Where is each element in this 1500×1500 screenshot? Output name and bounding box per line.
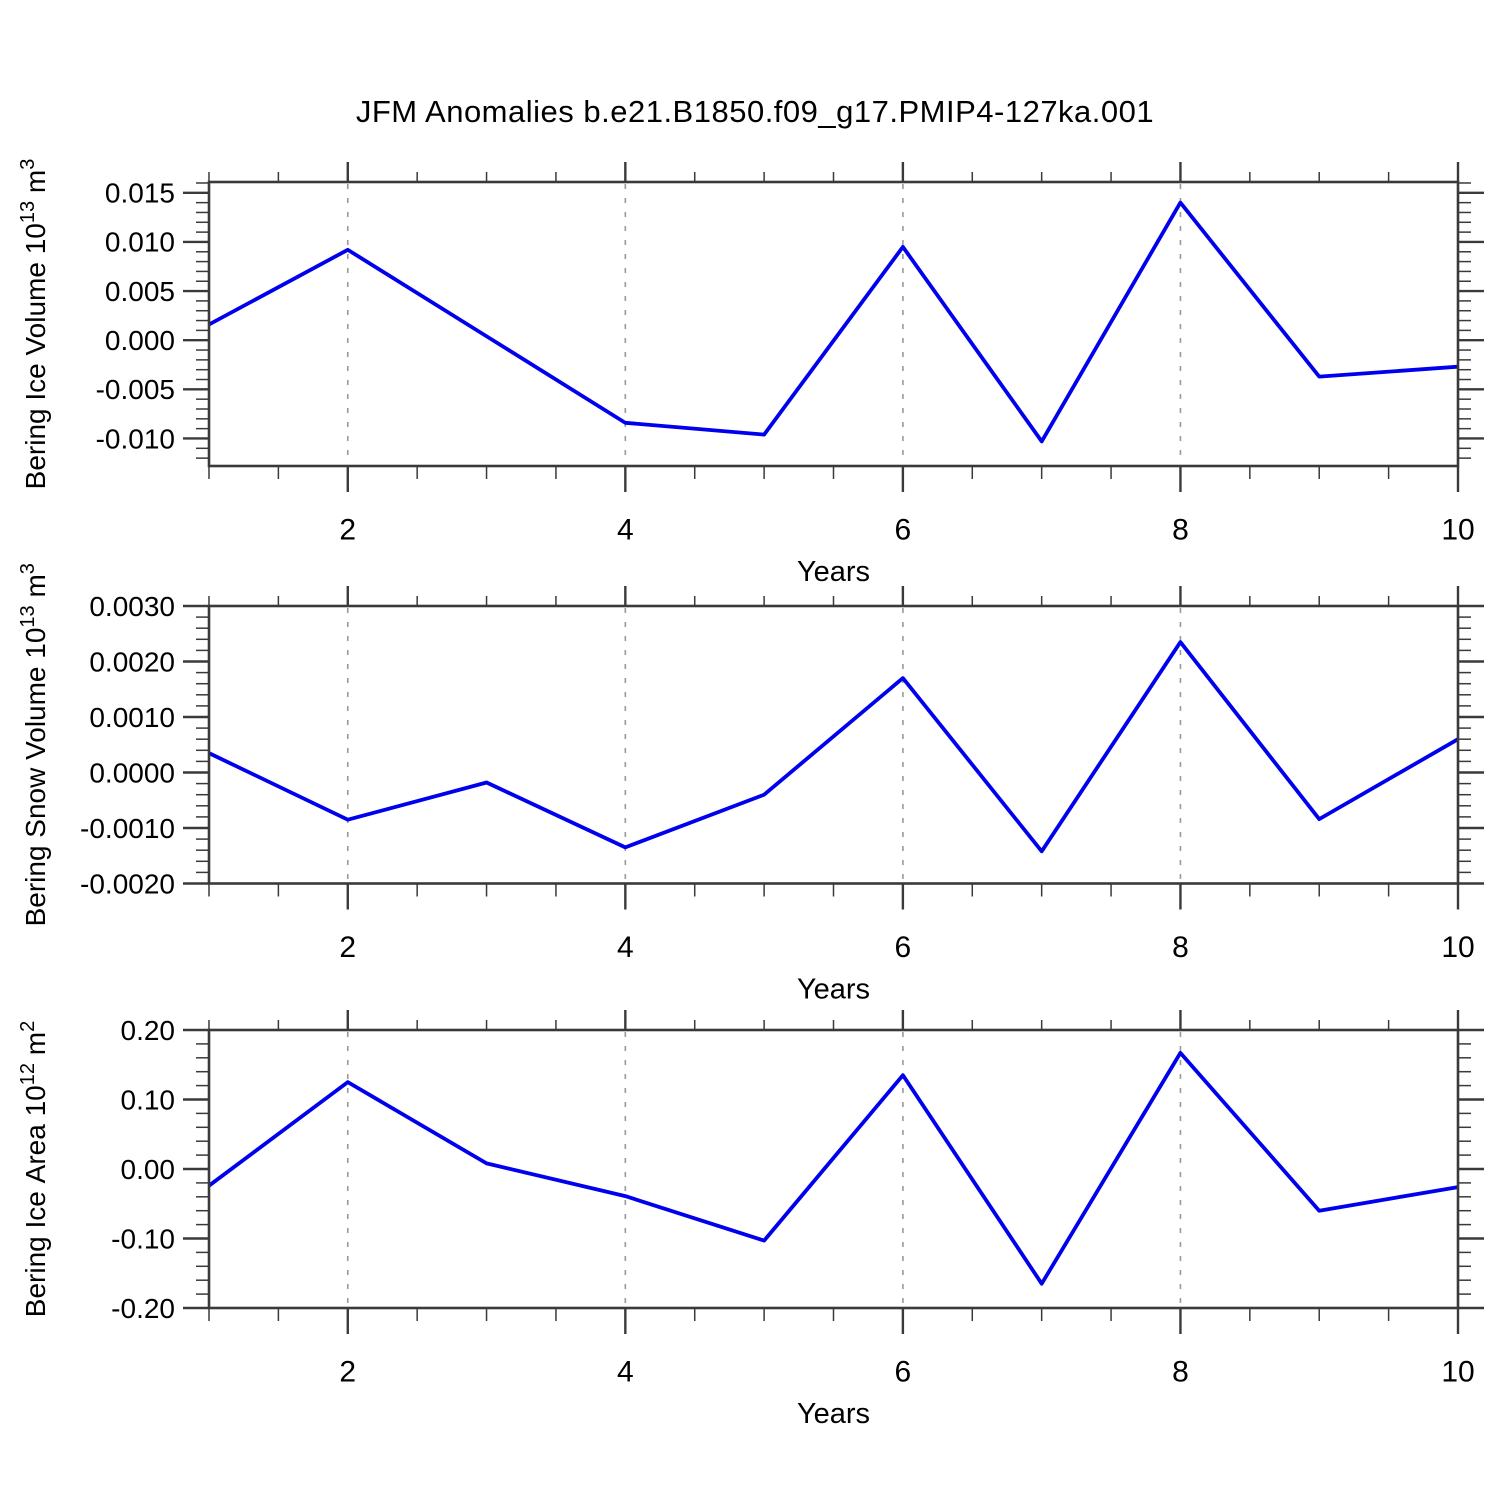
bering-ice-volume-ticks: 2 4 6 8 10 0.015 0.010 0.005 0.000 -0.005 -0.010 (96, 162, 1484, 547)
bering-snow-volume-plot-box (207, 604, 1460, 885)
bering-snow-volume-y-tick-label: -0.0010 (80, 813, 175, 844)
bering-ice-volume-x-axis-title: Years (797, 556, 870, 588)
bering-ice-volume-x-tick-label: 8 (1172, 514, 1189, 547)
bering-snow-volume-y-tick-label: 0.0010 (89, 702, 175, 733)
bering-snow-volume-ticks: 2 4 6 8 10 0.0030 0.0020 0.0010 0.0000 -0.0010 -0.… (80, 586, 1484, 964)
bering-ice-volume-y-tick-label: -0.005 (96, 374, 175, 405)
bering-ice-area-x-tick-label: 6 (895, 1356, 912, 1389)
bering-ice-volume-plot-box (207, 180, 1460, 468)
bering-ice-area-y-axis-title: Bering Ice Area 1012 m2 (17, 1021, 51, 1317)
bering-ice-volume-y-axis-title: Bering Ice Volume 1013 m3 (17, 159, 51, 490)
bering-ice-area-x-tick-label: 8 (1172, 1356, 1189, 1389)
bering-ice-volume-x-tick-label: 2 (339, 514, 356, 547)
bering-ice-area-x-tick-label: 10 (1441, 1356, 1474, 1389)
bering-snow-volume-y-tick-label: 0.0030 (89, 591, 175, 622)
bering-ice-volume-y-tick-label: 0.000 (105, 325, 175, 356)
bering-snow-volume-x-tick-label: 4 (617, 931, 634, 964)
bering-ice-volume-y-tick-label: -0.010 (96, 423, 175, 454)
bering-snow-volume-y-axis-title: Bering Snow Volume 1013 m3 (17, 563, 51, 926)
bering-ice-area-gridlines (346, 1032, 1182, 1306)
bering-ice-volume-gridlines (346, 184, 1182, 464)
bering-ice-volume-x-tick-label: 6 (895, 514, 912, 547)
bering-snow-volume-panel: Years Bering Snow Volume 1013 m3 (17, 563, 1460, 1006)
bering-ice-volume-x-tick-label: 4 (617, 514, 634, 547)
bering-snow-volume-x-tick-label: 8 (1172, 931, 1189, 964)
bering-snow-volume-x-tick-label: 6 (895, 931, 912, 964)
bering-ice-area-panel: Years Bering Ice Area 1012 m2 (17, 1021, 1460, 1430)
bering-ice-volume-panel: Years Bering Ice Volume 1013 m3 (17, 159, 1460, 588)
bering-ice-area-x-tick-label: 4 (617, 1356, 634, 1389)
bering-ice-area-y-tick-label: -0.10 (111, 1223, 175, 1254)
bering-snow-volume-gridlines (346, 608, 1182, 882)
bering-ice-volume-y-tick-label: 0.010 (105, 227, 175, 258)
bering-ice-area-y-tick-label: 0.10 (121, 1084, 176, 1115)
bering-ice-volume-x-tick-label: 10 (1441, 514, 1474, 547)
bering-ice-area-series-line (207, 1051, 1459, 1286)
bering-snow-volume-x-axis-title: Years (797, 974, 870, 1006)
bering-ice-volume-series-line (208, 200, 1459, 444)
bering-ice-area-x-axis-title: Years (797, 1398, 870, 1430)
bering-snow-volume-x-tick-label: 10 (1441, 931, 1474, 964)
bering-ice-area-ticks: 2 4 6 8 10 0.20 0.10 0.00 -0.10 -0.20 (111, 1010, 1484, 1389)
bering-snow-volume-series-line (208, 640, 1459, 854)
bering-ice-volume-y-tick-label: 0.005 (105, 276, 175, 307)
bering-ice-area-y-tick-label: -0.20 (111, 1293, 175, 1324)
bering-snow-volume-y-tick-label: -0.0020 (80, 868, 175, 899)
bering-ice-area-plot-box (207, 1028, 1460, 1310)
bering-ice-area-y-tick-label: 0.20 (121, 1015, 176, 1046)
bering-ice-volume-y-tick-label: 0.015 (105, 178, 175, 209)
bering-ice-area-x-tick-label: 2 (339, 1356, 356, 1389)
bering-snow-volume-x-tick-label: 2 (339, 931, 356, 964)
bering-snow-volume-y-tick-label: 0.0020 (89, 646, 175, 677)
bering-snow-volume-y-tick-label: 0.0000 (89, 757, 175, 788)
bering-ice-area-y-tick-label: 0.00 (121, 1154, 176, 1185)
figure-title: JFM Anomalies b.e21.B1850.f09_g17.PMIP4-… (355, 94, 1155, 129)
